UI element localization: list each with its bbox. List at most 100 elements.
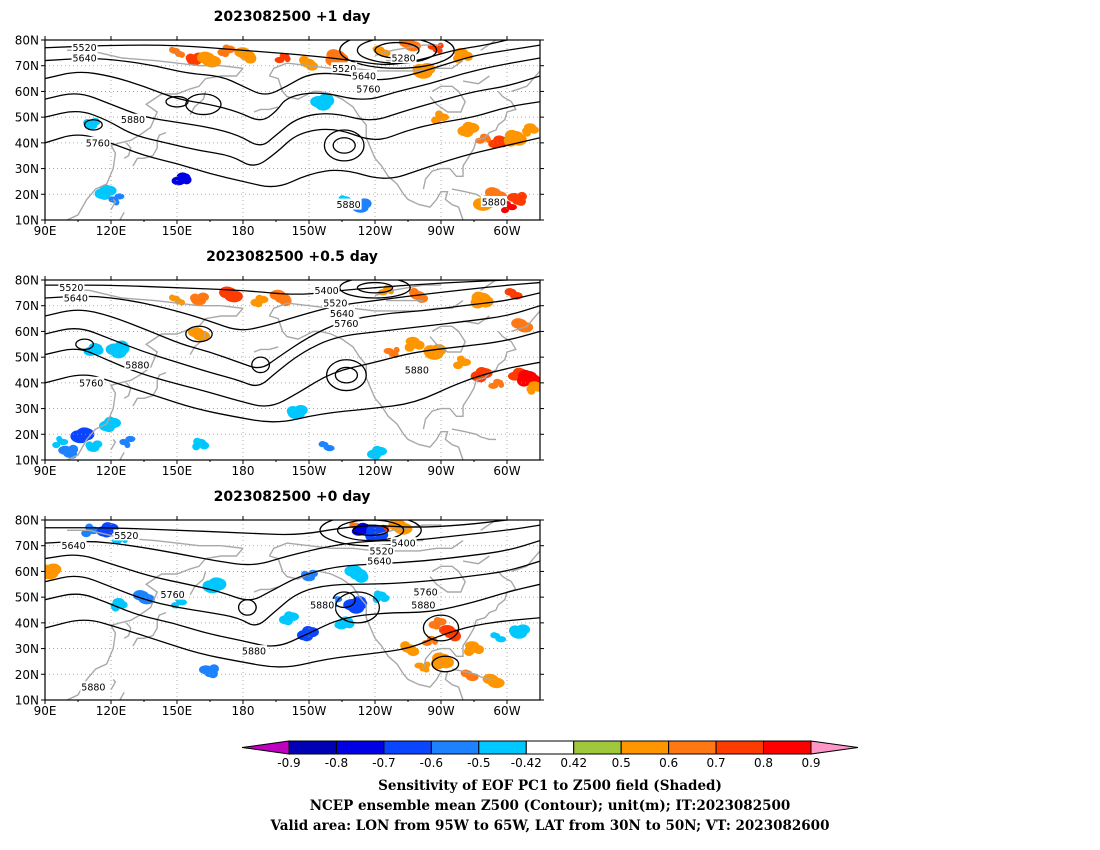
lat-label: 70N bbox=[15, 299, 39, 313]
contour-line bbox=[45, 617, 540, 668]
shade-cell bbox=[423, 345, 438, 357]
shade-cell bbox=[85, 441, 94, 449]
shade-cell bbox=[432, 622, 441, 630]
contour-line bbox=[45, 44, 540, 95]
shade-cell bbox=[414, 662, 425, 669]
contour-line bbox=[45, 583, 540, 647]
shade-cell bbox=[123, 439, 130, 447]
lat-label: 50N bbox=[15, 111, 39, 125]
shade-cell bbox=[319, 92, 334, 105]
shade-cell bbox=[114, 340, 129, 353]
lat-label: 80N bbox=[15, 274, 39, 288]
lat-label: 80N bbox=[15, 34, 39, 48]
coastlines bbox=[66, 40, 540, 220]
shade-cell bbox=[423, 666, 430, 673]
contour-line bbox=[45, 101, 540, 166]
shade-cell bbox=[488, 382, 499, 389]
coastline bbox=[429, 565, 466, 593]
contour-label-bg bbox=[335, 198, 362, 210]
coastline bbox=[123, 382, 132, 399]
contour-loop bbox=[356, 40, 438, 64]
lat-label: 10N bbox=[15, 694, 39, 708]
gridlines bbox=[45, 280, 540, 460]
lon-label: 120E bbox=[96, 704, 127, 718]
shade-cell bbox=[208, 669, 218, 679]
lon-label: 90E bbox=[34, 224, 57, 238]
lon-label: 90E bbox=[34, 464, 57, 478]
coastline bbox=[66, 67, 244, 220]
contour-label: 5640 bbox=[73, 54, 97, 65]
shade-cell bbox=[474, 645, 484, 655]
shade-cell bbox=[383, 347, 394, 355]
colorbar-label: -0.5 bbox=[467, 756, 490, 770]
lon-label: 90W bbox=[427, 704, 454, 718]
contour-line bbox=[45, 524, 540, 566]
shade-cell bbox=[180, 173, 191, 183]
contour-label-bg bbox=[309, 598, 336, 610]
colorbar-swatch bbox=[763, 740, 812, 755]
contour-line bbox=[45, 281, 540, 331]
contour-label: 5880 bbox=[242, 647, 266, 658]
shade-cell bbox=[299, 55, 309, 65]
contour-label: 5880 bbox=[337, 200, 361, 211]
lon-label: 150E bbox=[162, 704, 193, 718]
colorbar-label: 0.7 bbox=[707, 756, 726, 770]
contour-loop bbox=[356, 281, 394, 294]
contour-loop bbox=[334, 366, 359, 384]
shade-cell bbox=[212, 578, 227, 591]
contour-label: 5520 bbox=[332, 64, 356, 75]
colorbar-label: 0.42 bbox=[560, 756, 587, 770]
coastline bbox=[268, 300, 464, 317]
shade-cell bbox=[45, 564, 53, 577]
coastline bbox=[132, 131, 167, 167]
map-frame bbox=[44, 39, 541, 221]
contour-label-bg bbox=[241, 645, 267, 657]
shade-cell bbox=[92, 343, 103, 353]
contour-label-bg bbox=[71, 52, 98, 63]
lon-label: 150W bbox=[292, 464, 327, 478]
contour-label: 5520 bbox=[323, 299, 347, 310]
contour-loop bbox=[422, 614, 460, 642]
contour-label-bg bbox=[71, 41, 98, 53]
contour-label: 5640 bbox=[352, 72, 376, 83]
shade-cell bbox=[201, 52, 215, 65]
shade-cell bbox=[274, 56, 285, 64]
contour-line bbox=[45, 292, 540, 369]
contour-label-bg bbox=[113, 529, 140, 541]
lon-label: 60W bbox=[493, 464, 520, 478]
shade-cell bbox=[278, 293, 291, 305]
sensitivity-shading bbox=[52, 285, 540, 460]
coastline bbox=[119, 451, 125, 460]
shade-cell bbox=[179, 51, 185, 58]
contour-loop bbox=[325, 359, 367, 392]
contour-loop bbox=[323, 129, 365, 162]
shade-cell bbox=[376, 46, 385, 55]
shade-cell bbox=[371, 450, 381, 460]
shade-cell bbox=[243, 51, 256, 62]
caption-line-1: Sensitivity of EOF PC1 to Z500 field (Sh… bbox=[378, 778, 722, 794]
lon-label: 90W bbox=[427, 224, 454, 238]
coastline bbox=[374, 44, 441, 57]
coastline bbox=[189, 331, 207, 355]
coastline bbox=[253, 586, 279, 593]
lat-label: 50N bbox=[15, 351, 39, 365]
contour-label: 5760 bbox=[414, 588, 438, 599]
shade-cell bbox=[192, 442, 201, 451]
contour-label-bg bbox=[410, 598, 437, 610]
contour-label-bg bbox=[368, 544, 395, 556]
lat-label: 70N bbox=[15, 539, 39, 553]
z500-contours bbox=[45, 280, 540, 423]
contour-label-bg bbox=[124, 358, 151, 370]
contour-label-bg bbox=[412, 586, 439, 597]
contour-label-bg bbox=[322, 297, 349, 309]
shade-cell bbox=[393, 346, 400, 354]
colorbar-swatch bbox=[715, 740, 765, 755]
shade-cell bbox=[522, 127, 530, 135]
lon-label: 180 bbox=[232, 704, 255, 718]
lon-label: 120E bbox=[96, 464, 127, 478]
caption-line-3: Valid area: LON from 95W to 65W, LAT fro… bbox=[270, 818, 830, 834]
contour-loop bbox=[339, 40, 455, 69]
lon-label: 180 bbox=[232, 224, 255, 238]
